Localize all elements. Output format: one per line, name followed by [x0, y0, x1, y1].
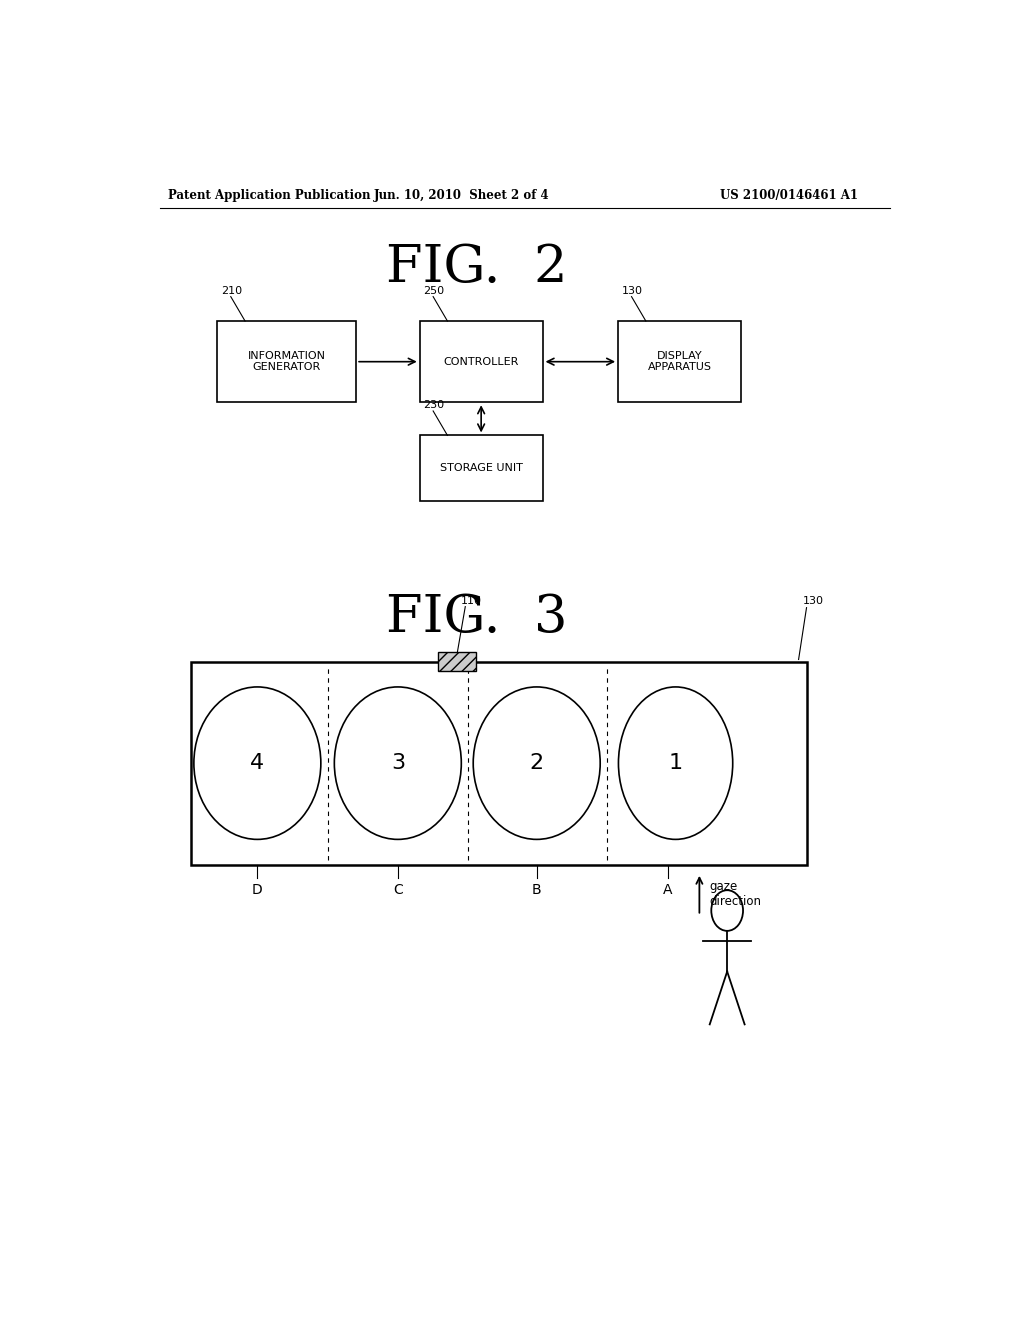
Ellipse shape	[473, 686, 600, 840]
Bar	[420, 436, 543, 502]
Ellipse shape	[194, 686, 321, 840]
Text: DISPLAY
APPARATUS: DISPLAY APPARATUS	[647, 351, 712, 372]
Text: US 2100/0146461 A1: US 2100/0146461 A1	[720, 189, 858, 202]
Text: STORAGE UNIT: STORAGE UNIT	[439, 463, 522, 474]
Text: FIG.  2: FIG. 2	[386, 242, 568, 293]
Text: 2: 2	[529, 754, 544, 774]
Bar	[618, 321, 741, 403]
Text: CONTROLLER: CONTROLLER	[443, 356, 519, 367]
Text: 4: 4	[250, 754, 264, 774]
Text: C: C	[393, 883, 402, 898]
Text: Jun. 10, 2010  Sheet 2 of 4: Jun. 10, 2010 Sheet 2 of 4	[374, 189, 549, 202]
Text: 1: 1	[669, 754, 683, 774]
Text: B: B	[531, 883, 542, 898]
Text: A: A	[663, 883, 673, 898]
Text: INFORMATION
GENERATOR: INFORMATION GENERATOR	[248, 351, 326, 372]
Bar	[420, 321, 543, 403]
Text: 110: 110	[461, 595, 482, 606]
Text: 130: 130	[622, 285, 643, 296]
Text: 210: 210	[221, 285, 243, 296]
Bar	[191, 661, 807, 865]
Ellipse shape	[334, 686, 461, 840]
Text: 250: 250	[424, 285, 444, 296]
Text: gaze
direction: gaze direction	[709, 880, 761, 908]
Text: 3: 3	[391, 754, 404, 774]
Text: D: D	[252, 883, 263, 898]
Bar	[217, 321, 356, 403]
Ellipse shape	[618, 686, 733, 840]
Text: FIG.  3: FIG. 3	[386, 593, 568, 643]
Text: 130: 130	[803, 595, 823, 606]
Text: 230: 230	[424, 400, 444, 411]
Bar	[438, 652, 476, 671]
Text: Patent Application Publication: Patent Application Publication	[168, 189, 371, 202]
